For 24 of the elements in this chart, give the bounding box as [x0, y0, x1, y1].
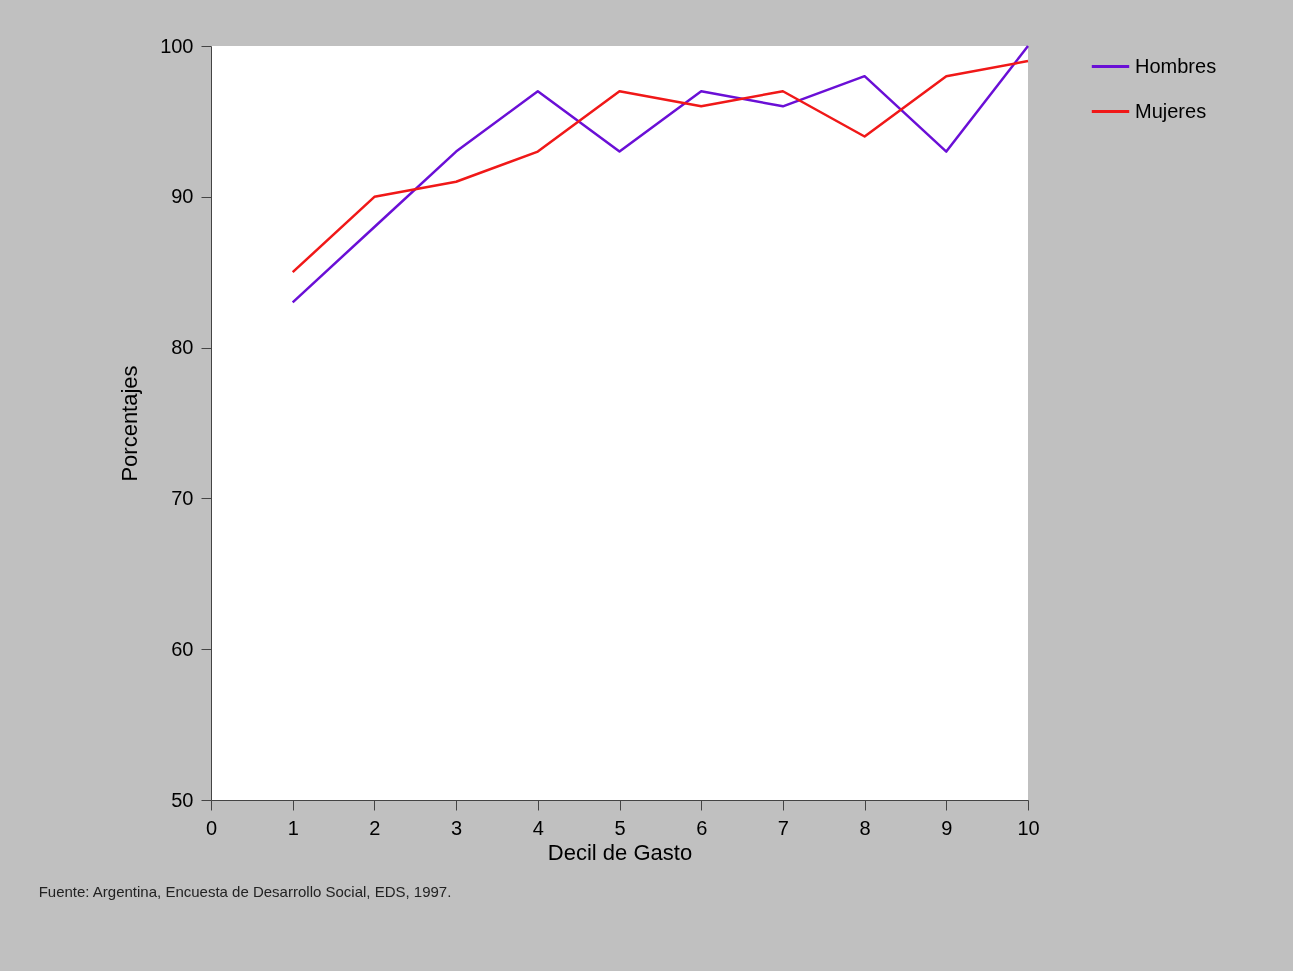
y-tick-label: 70: [171, 486, 194, 509]
x-tick-label: 0: [205, 816, 218, 839]
source-note: Fuente: Argentina, Encuesta de Desarrollo Social, EDS, 1997.: [38, 883, 452, 900]
legend-label: Mujeres: [1135, 99, 1207, 122]
x-tick-label: 7: [777, 816, 789, 839]
y-tick-label: 50: [171, 788, 194, 811]
x-tick-label: 10: [1017, 816, 1040, 839]
y-tick-label: 100: [160, 34, 194, 57]
x-tick-label: 4: [532, 816, 544, 839]
x-axis-title: Decil de Gasto: [547, 839, 693, 865]
line-series: [291, 44, 1030, 304]
x-tick-label: 3: [451, 816, 463, 839]
x-tick-label: 9: [941, 816, 953, 839]
line-series: [291, 59, 1030, 274]
x-tick-label: 6: [696, 816, 708, 839]
y-tick-label: 80: [171, 336, 194, 359]
x-tick-label: 8: [859, 816, 871, 839]
y-tick-label: 90: [171, 185, 194, 208]
y-tick-label: 60: [171, 637, 194, 660]
x-tick-label: 2: [369, 816, 381, 839]
x-tick-label: 5: [614, 816, 626, 839]
legend-label: Hombres: [1135, 54, 1217, 77]
x-tick-label: 1: [287, 816, 299, 839]
y-axis-title: Porcentajes: [117, 365, 143, 482]
